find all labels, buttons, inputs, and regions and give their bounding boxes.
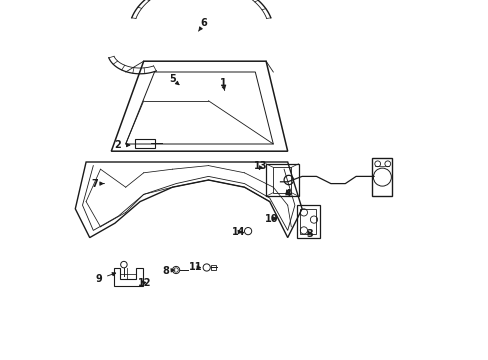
Text: 12: 12 [138, 278, 151, 288]
Text: 7: 7 [92, 179, 104, 189]
Text: 2: 2 [114, 140, 130, 150]
Text: 3: 3 [305, 229, 312, 239]
Text: 11: 11 [189, 262, 202, 273]
Bar [134, 139, 154, 148]
Text: 1: 1 [219, 78, 226, 91]
Text: 10: 10 [264, 213, 278, 224]
Text: 9: 9 [95, 273, 115, 284]
Text: 8: 8 [162, 266, 175, 276]
Text: 13: 13 [254, 161, 267, 171]
Text: 5: 5 [169, 74, 179, 85]
Text: 14: 14 [231, 227, 245, 237]
Text: 4: 4 [284, 189, 290, 199]
Text: 6: 6 [198, 18, 207, 31]
Bar [210, 265, 216, 270]
